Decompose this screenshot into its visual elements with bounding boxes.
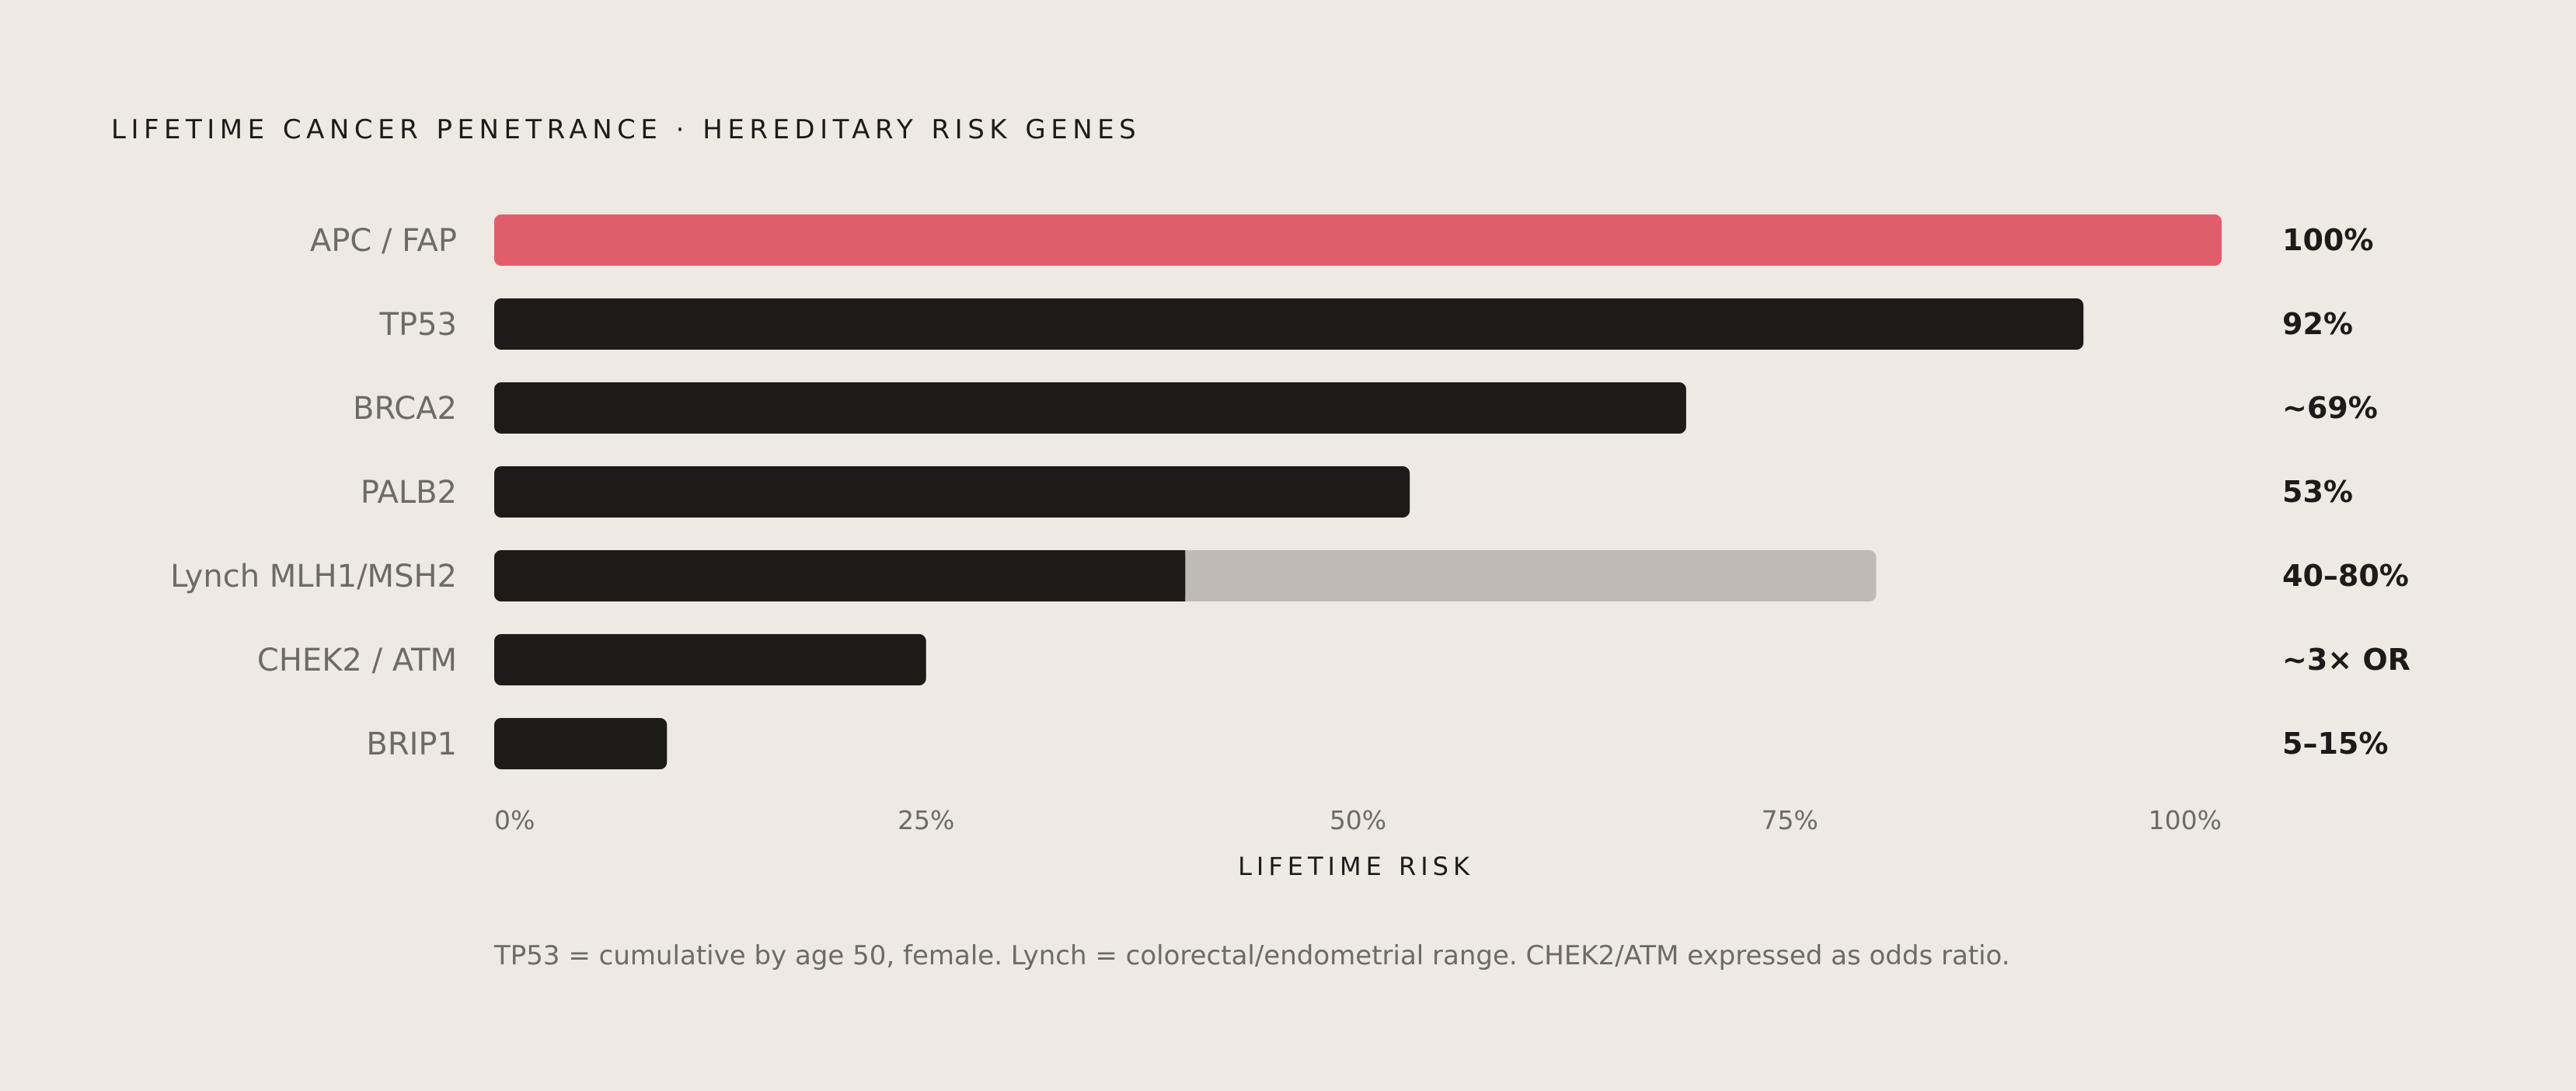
value-label: 5–15% [2282,727,2388,761]
bar-row-apc-fap: APC / FAP 100% [310,214,2373,266]
value-label: ~3× OR [2282,643,2410,677]
bar-row-tp53: TP53 92% [379,298,2353,350]
bar-row-lynch-mlh1-msh2: Lynch MLH1/MSH2 40–80% [170,550,2409,601]
chart-title: LIFETIME CANCER PENETRANCE · HEREDITARY … [111,114,1141,145]
value-label: 40–80% [2282,559,2409,593]
bar [494,466,1410,518]
bars-layer: APC / FAP 100% TP53 92% BRCA2 ~69% PALB2 53% Lyn… [170,214,2410,769]
value-label: 100% [2282,223,2373,257]
category-label: PALB2 [361,475,457,511]
bar [494,298,2084,350]
category-label: APC / FAP [310,223,457,259]
category-label: Lynch MLH1/MSH2 [170,559,457,594]
bar-row-chek2-atm: CHEK2 / ATM ~3× OR [257,634,2410,685]
bar [494,634,926,685]
bar-row-palb2: PALB2 53% [361,466,2353,518]
value-label: 53% [2282,475,2353,509]
x-tick-label: 100% [2149,805,2222,835]
x-tick-label: 75% [1762,805,1818,835]
chart-footnote: TP53 = cumulative by age 50, female. Lyn… [493,940,2010,971]
value-label: 92% [2282,307,2353,341]
x-tick-label: 0% [494,805,535,835]
bar-edge [1178,550,1186,601]
category-label: BRIP1 [366,727,457,762]
x-tick-label: 25% [898,805,954,835]
x-axis-title: LIFETIME RISK [1238,852,1474,881]
value-label: ~69% [2282,391,2378,425]
category-label: BRCA2 [353,391,457,427]
bar [494,718,668,769]
bar [494,550,1186,601]
bar-row-brca2: BRCA2 ~69% [353,382,2378,434]
x-axis: 0% 25% 50% 75% 100% [494,805,2222,835]
bar [494,382,1686,434]
x-tick-label: 50% [1330,805,1386,835]
category-label: TP53 [379,307,457,343]
category-label: CHEK2 / ATM [257,643,457,678]
bar-highlighted [494,214,2222,266]
bar-row-brip1: BRIP1 5–15% [366,718,2388,769]
